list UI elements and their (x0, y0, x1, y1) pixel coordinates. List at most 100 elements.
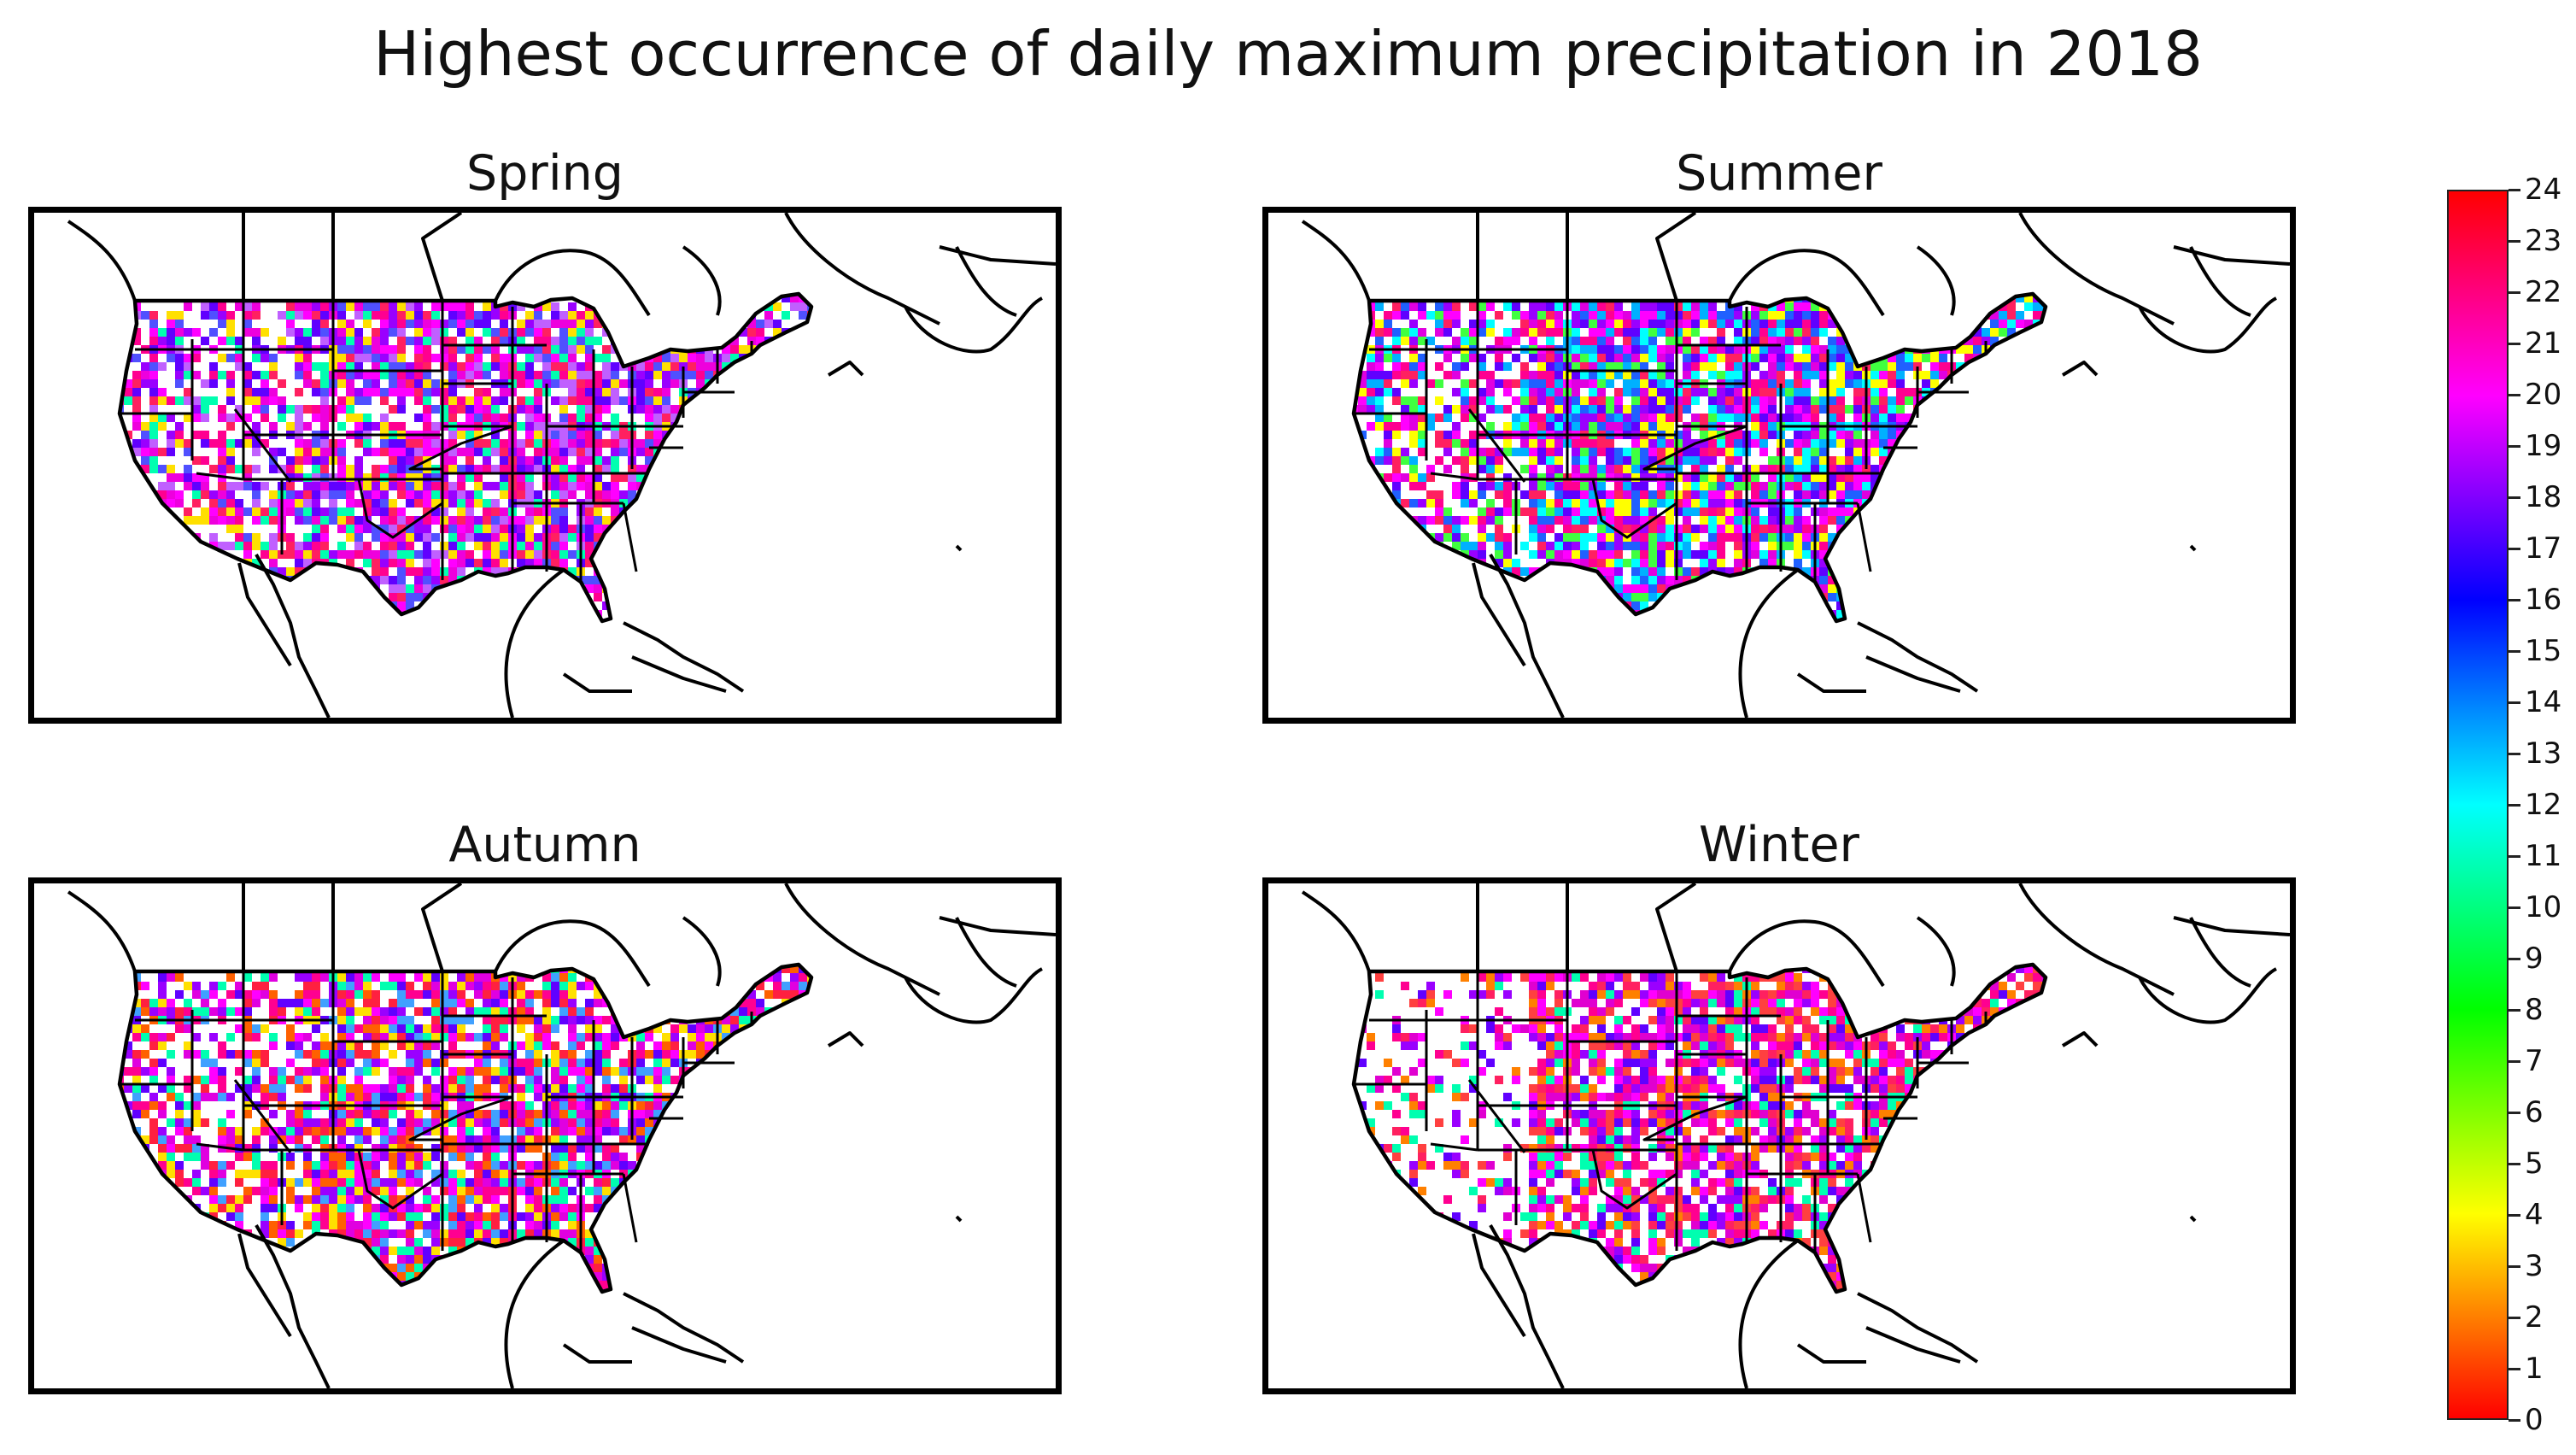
colorbar-tick-label: 20 (2525, 378, 2562, 412)
map-autumn (67, 883, 1056, 1388)
coastline (1857, 1292, 1979, 1364)
colorbar-tick (2509, 1419, 2520, 1422)
colorbar-tick (2509, 548, 2520, 550)
colorbar-tick-label: 22 (2525, 275, 2562, 309)
colorbar-tick (2509, 958, 2520, 960)
coastline (1796, 1343, 1866, 1364)
panel-title-summer: Summer (1676, 145, 1882, 202)
colorbar-tick (2509, 804, 2520, 807)
coastline (2061, 361, 2099, 377)
state-boundary (1430, 472, 1478, 481)
coastline (255, 1224, 331, 1388)
colorbar-tick (2509, 1112, 2520, 1114)
coastline (631, 655, 727, 693)
coastline (1738, 568, 1800, 718)
coastline (2138, 296, 2277, 354)
colorbar-tick (2509, 753, 2520, 755)
coastline (1916, 245, 1956, 316)
colorbar-tick (2509, 343, 2520, 345)
coastline (955, 544, 963, 552)
coastline (631, 1326, 727, 1364)
state-boundary (1430, 1142, 1478, 1152)
coastline (237, 1233, 292, 1338)
state-boundary (408, 1095, 513, 1141)
colorbar-tick-label: 17 (2525, 531, 2562, 566)
state-boundary (1591, 1149, 1677, 1210)
coastline (562, 672, 632, 693)
main-title: Highest occurrence of daily maximum prec… (373, 18, 2203, 90)
colorbar-tick (2509, 291, 2520, 294)
map-panel-autumn (28, 877, 1062, 1394)
state-boundary (196, 472, 244, 481)
colorbar-tick-label: 5 (2525, 1147, 2544, 1181)
state-boundary (622, 502, 638, 572)
state-boundary (357, 478, 443, 539)
coastline (67, 220, 154, 302)
state-boundary (1642, 425, 1748, 471)
coastline (1472, 1233, 1526, 1338)
coastline (421, 883, 463, 972)
coastline (2061, 1031, 2099, 1047)
coastline (955, 917, 1017, 988)
map-panel-winter (1262, 877, 2296, 1394)
state-boundary (1642, 1095, 1748, 1141)
coastline (494, 919, 651, 988)
coastline (504, 1239, 565, 1388)
colorbar-tick-label: 8 (2525, 993, 2544, 1027)
coastline (784, 213, 940, 326)
panel-title-winter: Winter (1699, 817, 1859, 873)
coastline (421, 213, 463, 302)
colorbar-tick (2509, 1265, 2520, 1268)
state-boundary (408, 425, 513, 471)
coastline (2173, 245, 2290, 266)
state-boundary (357, 1149, 443, 1210)
colorbar-tick-label: 23 (2525, 224, 2562, 258)
map-winter (1301, 883, 2290, 1388)
coastline (955, 246, 1017, 317)
coastline (1738, 1239, 1800, 1388)
coastline (623, 621, 745, 693)
coastline (237, 562, 292, 667)
colorbar-tick (2509, 1060, 2520, 1063)
colorbar-tick (2509, 650, 2520, 653)
colorbar-tick (2509, 906, 2520, 909)
map-panel-summer (1262, 207, 2296, 724)
coastline (494, 249, 651, 317)
colorbar-tick-label: 14 (2525, 685, 2562, 719)
colorbar-tick-label: 9 (2525, 942, 2544, 976)
colorbar-tick-label: 18 (2525, 480, 2562, 514)
us-outline (117, 291, 814, 624)
colorbar-tick (2509, 445, 2520, 448)
coastline (1655, 883, 1697, 972)
coastline (623, 1292, 745, 1364)
colorbar (2447, 190, 2509, 1420)
colorbar-tick-label: 6 (2525, 1095, 2544, 1129)
coastline (1728, 919, 1885, 988)
coastline (2173, 916, 2290, 936)
map-panel-spring (28, 207, 1062, 724)
colorbar-tick-label: 7 (2525, 1044, 2544, 1078)
coastline (827, 1031, 864, 1047)
coastline (504, 568, 565, 718)
coastline (1489, 554, 1565, 718)
colorbar-tick-label: 21 (2525, 326, 2562, 361)
colorbar-tick-label: 1 (2525, 1352, 2544, 1386)
map-spring (67, 213, 1056, 718)
coastline (682, 245, 722, 316)
coastline (1472, 562, 1526, 667)
coastline (2189, 246, 2251, 317)
coastline (1865, 1326, 1961, 1364)
us-outline (117, 962, 814, 1294)
colorbar-tick-label: 3 (2525, 1249, 2544, 1283)
colorbar-tick (2509, 1009, 2520, 1012)
colorbar-tick-label: 19 (2525, 429, 2562, 463)
colorbar-tick (2509, 855, 2520, 858)
coastline (2138, 967, 2277, 1024)
coastline (1865, 655, 1961, 693)
state-boundary (1467, 408, 1526, 483)
coastline (2018, 883, 2175, 996)
coastline (904, 967, 1043, 1024)
coastline (562, 1343, 632, 1364)
coastline (2189, 544, 2197, 552)
panel-title-spring: Spring (466, 145, 624, 202)
